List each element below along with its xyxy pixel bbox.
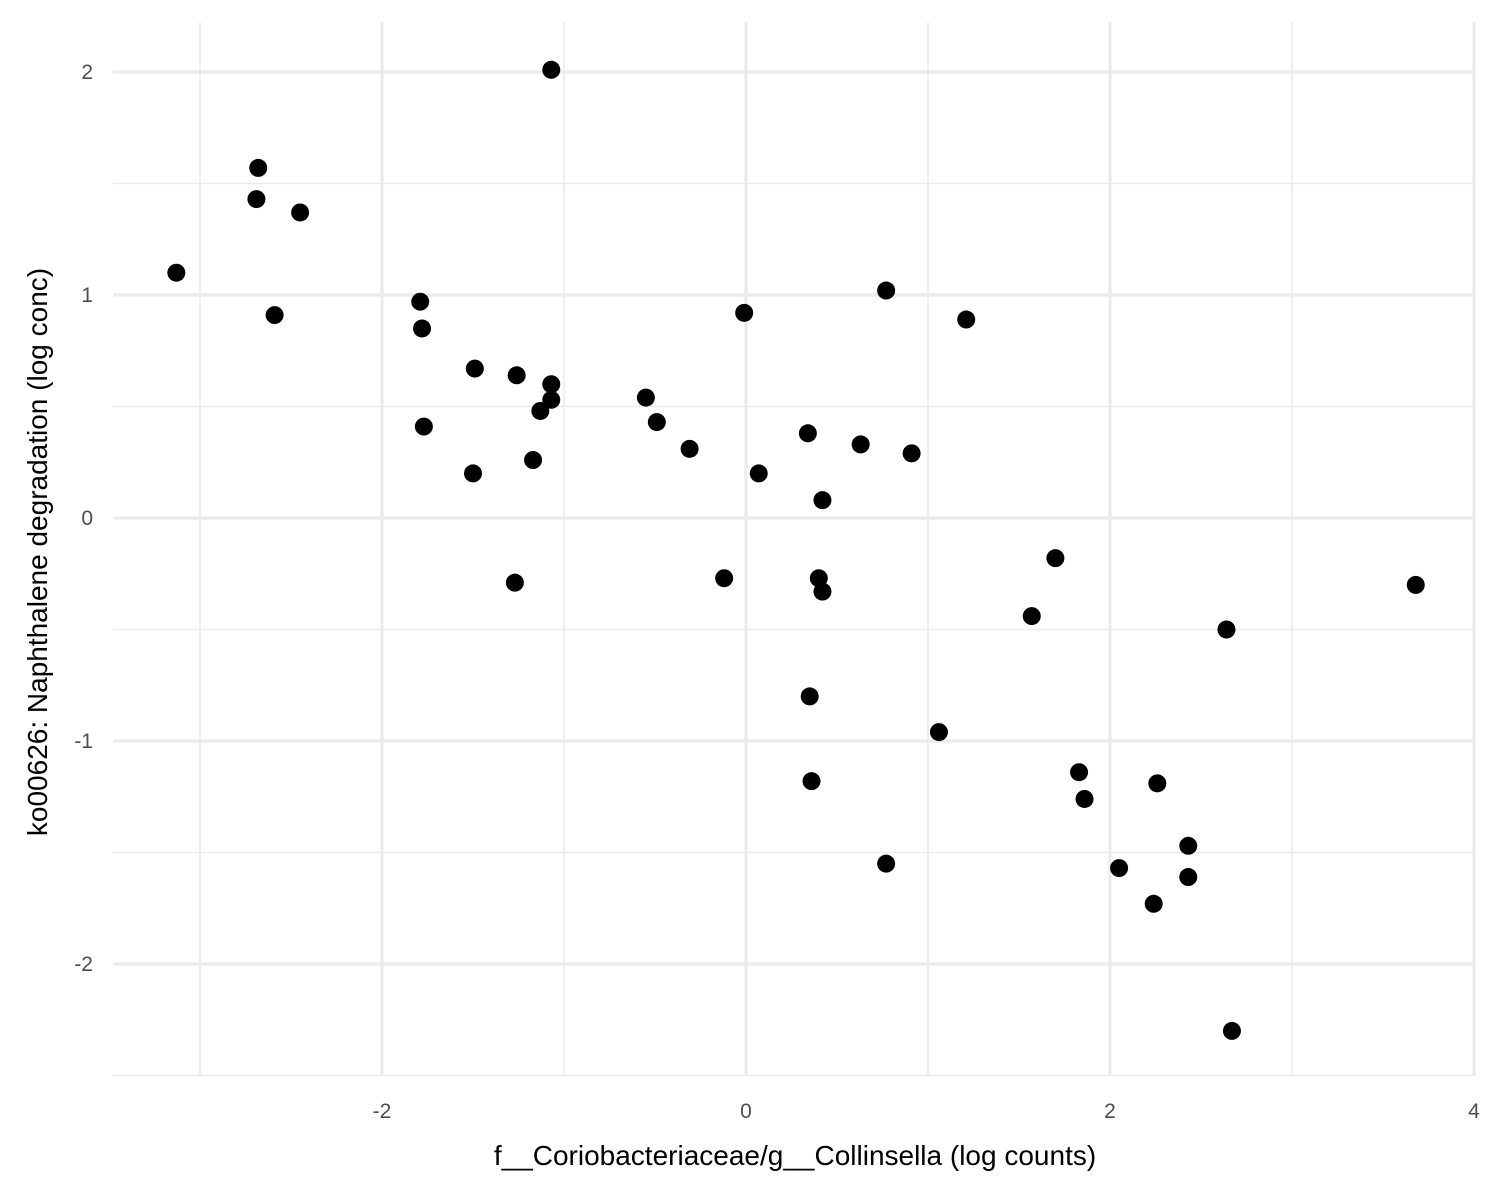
data-point xyxy=(1148,774,1167,793)
data-point xyxy=(813,582,832,601)
data-point xyxy=(542,60,561,79)
data-point xyxy=(1070,763,1089,782)
data-point xyxy=(464,464,482,483)
x-tick-label: 0 xyxy=(740,1100,752,1123)
x-tick-label: 2 xyxy=(1104,1100,1116,1123)
x-tick-label: 4 xyxy=(1468,1100,1480,1123)
data-point xyxy=(1179,868,1198,887)
data-point xyxy=(247,190,266,209)
data-point xyxy=(647,413,666,432)
data-point xyxy=(1144,894,1163,913)
data-point xyxy=(1222,1021,1241,1040)
data-point xyxy=(800,687,819,706)
data-point xyxy=(749,464,768,483)
y-tick-label: -1 xyxy=(74,730,93,753)
data-point xyxy=(735,303,754,322)
data-point xyxy=(413,319,432,338)
data-point xyxy=(1110,859,1129,878)
data-point xyxy=(249,158,268,177)
data-point xyxy=(414,417,433,436)
data-point xyxy=(877,281,896,300)
x-tick-label: -2 xyxy=(373,1100,392,1123)
y-axis-title: ko00626: Naphthalene degradation (log co… xyxy=(22,268,53,836)
y-tick-label: 0 xyxy=(81,507,93,530)
data-point xyxy=(1406,575,1425,594)
data-point xyxy=(813,491,832,510)
data-point xyxy=(851,435,870,454)
y-tick-label: 1 xyxy=(81,284,93,307)
data-point xyxy=(957,310,976,329)
data-point xyxy=(167,263,186,282)
data-point xyxy=(798,424,817,443)
data-point xyxy=(715,569,734,588)
data-point xyxy=(902,444,921,463)
data-point xyxy=(877,854,896,873)
data-point xyxy=(1179,836,1198,855)
data-point xyxy=(1046,549,1065,568)
x-axis-title: f__Coriobacteriaceae/g__Collinsella (log… xyxy=(494,1140,1096,1171)
data-point xyxy=(265,306,284,325)
data-point xyxy=(929,723,948,742)
data-point xyxy=(636,388,655,407)
data-point xyxy=(542,375,561,394)
data-point xyxy=(1217,620,1236,639)
grid-lines xyxy=(113,22,1476,1077)
data-points xyxy=(167,60,1425,1040)
data-point xyxy=(1075,789,1094,808)
data-point xyxy=(1022,607,1041,626)
y-tick-label: -2 xyxy=(74,953,93,976)
x-axis-tick-labels: -2 0 2 4 xyxy=(373,1100,1481,1123)
data-point xyxy=(505,573,524,592)
data-point xyxy=(524,451,543,470)
data-point xyxy=(531,401,550,420)
data-point xyxy=(542,390,561,409)
data-point xyxy=(291,203,310,222)
data-point xyxy=(465,359,484,378)
data-point xyxy=(411,292,430,311)
data-point xyxy=(802,772,821,791)
data-point xyxy=(507,366,526,385)
data-point xyxy=(680,439,699,458)
y-tick-label: 2 xyxy=(81,61,93,84)
y-axis-tick-labels: -2 -1 0 1 2 xyxy=(74,61,93,976)
